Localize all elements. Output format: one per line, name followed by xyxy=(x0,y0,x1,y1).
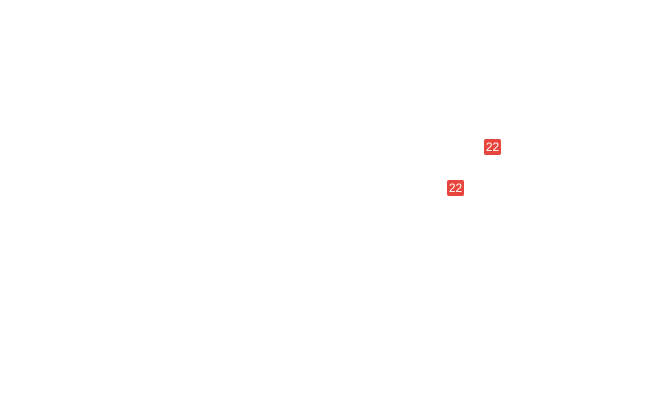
transit-route-badge[interactable]: 22 xyxy=(484,139,501,155)
transit-route-badge[interactable]: 22 xyxy=(447,180,464,196)
